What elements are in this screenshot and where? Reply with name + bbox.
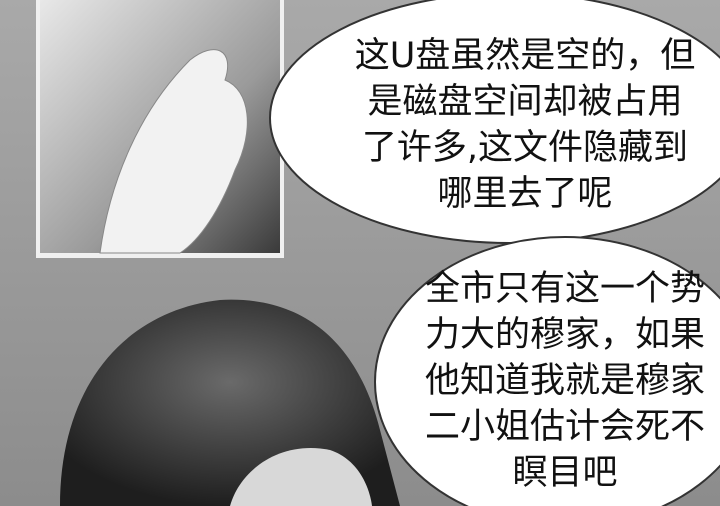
speech-line: 力大的穆家，如果	[425, 315, 705, 355]
speech-bubble	[374, 236, 720, 506]
speech-line: 了许多,这文件隐藏到	[362, 128, 688, 168]
girl-face	[230, 448, 372, 506]
speech-line: 他知道我就是穆家	[425, 361, 705, 401]
speech-line: 全市只有这一个势	[425, 269, 705, 309]
hands	[99, 49, 248, 254]
speech-line: 瞑目吧	[512, 453, 617, 493]
speech-line: 是磁盘空间却被占用	[367, 82, 682, 122]
speech-line: 这U盘虽然是空的，但	[355, 36, 696, 76]
speech-line: 哪里去了呢	[437, 174, 612, 214]
speech-line: 二小姐估计会死不	[425, 407, 705, 447]
